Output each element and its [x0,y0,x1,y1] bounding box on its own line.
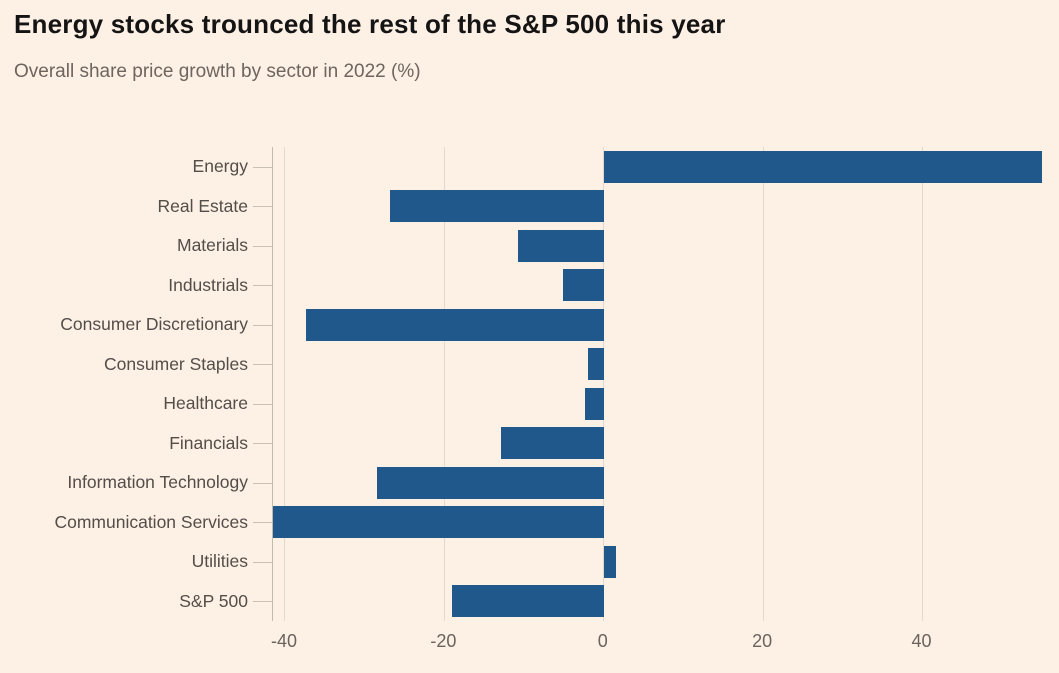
bar-communication-services [273,506,604,539]
bar-financials [500,427,604,460]
category-tick-communication-services [253,522,272,524]
bar-industrials [563,269,604,302]
bar-real-estate [390,190,604,223]
category-tick-s-p-500 [253,601,272,603]
x-tick-label--40: -40 [270,631,297,651]
category-tick-utilities [253,561,272,563]
chart-title: Energy stocks trounced the rest of the S… [14,9,726,39]
bar-utilities [603,545,616,578]
category-tick-industrials [253,285,272,287]
category-label-financials: Financials [169,432,248,453]
category-tick-energy [253,166,272,168]
gridline-40 [921,147,923,621]
category-label-utilities: Utilities [191,551,248,572]
category-label-energy: Energy [192,156,248,177]
category-tick-healthcare [253,403,272,405]
category-label-consumer-staples: Consumer Staples [104,353,248,374]
x-tick-label-40: 40 [911,631,932,651]
category-tick-information-technology [253,482,272,484]
gridline-20 [762,147,764,621]
x-tick-label-20: 20 [752,631,773,651]
chart-subtitle: Overall share price growth by sector in … [14,61,421,82]
category-tick-consumer-discretionary [253,324,272,326]
category-tick-materials [253,245,272,247]
category-label-materials: Materials [177,235,248,256]
bar-healthcare [584,387,604,420]
category-tick-consumer-staples [253,364,272,366]
category-label-consumer-discretionary: Consumer Discretionary [60,314,248,335]
bar-materials [518,229,604,262]
bar-s-p-500 [452,585,604,618]
category-tick-financials [253,443,272,445]
category-tick-real-estate [253,206,272,208]
bar-consumer-staples [587,348,604,381]
bar-energy [603,150,1042,183]
category-label-s-p-500: S&P 500 [179,590,248,611]
y-axis-labels: Energy Real Estate Materials Industrials Con… [0,147,272,621]
plot-area [272,147,1042,621]
bar-consumer-discretionary [306,308,604,341]
gridline-0 [603,147,605,621]
category-label-industrials: Industrials [168,274,248,295]
x-tick-label-0: 0 [597,631,608,651]
category-label-communication-services: Communication Services [54,511,248,532]
x-tick-label--20: -20 [430,631,457,651]
category-label-healthcare: Healthcare [163,393,248,414]
category-label-information-technology: Information Technology [67,472,248,493]
gridline--20 [443,147,445,621]
category-label-real-estate: Real Estate [157,195,248,216]
bar-information-technology [377,466,604,499]
gridline--40 [284,147,286,621]
